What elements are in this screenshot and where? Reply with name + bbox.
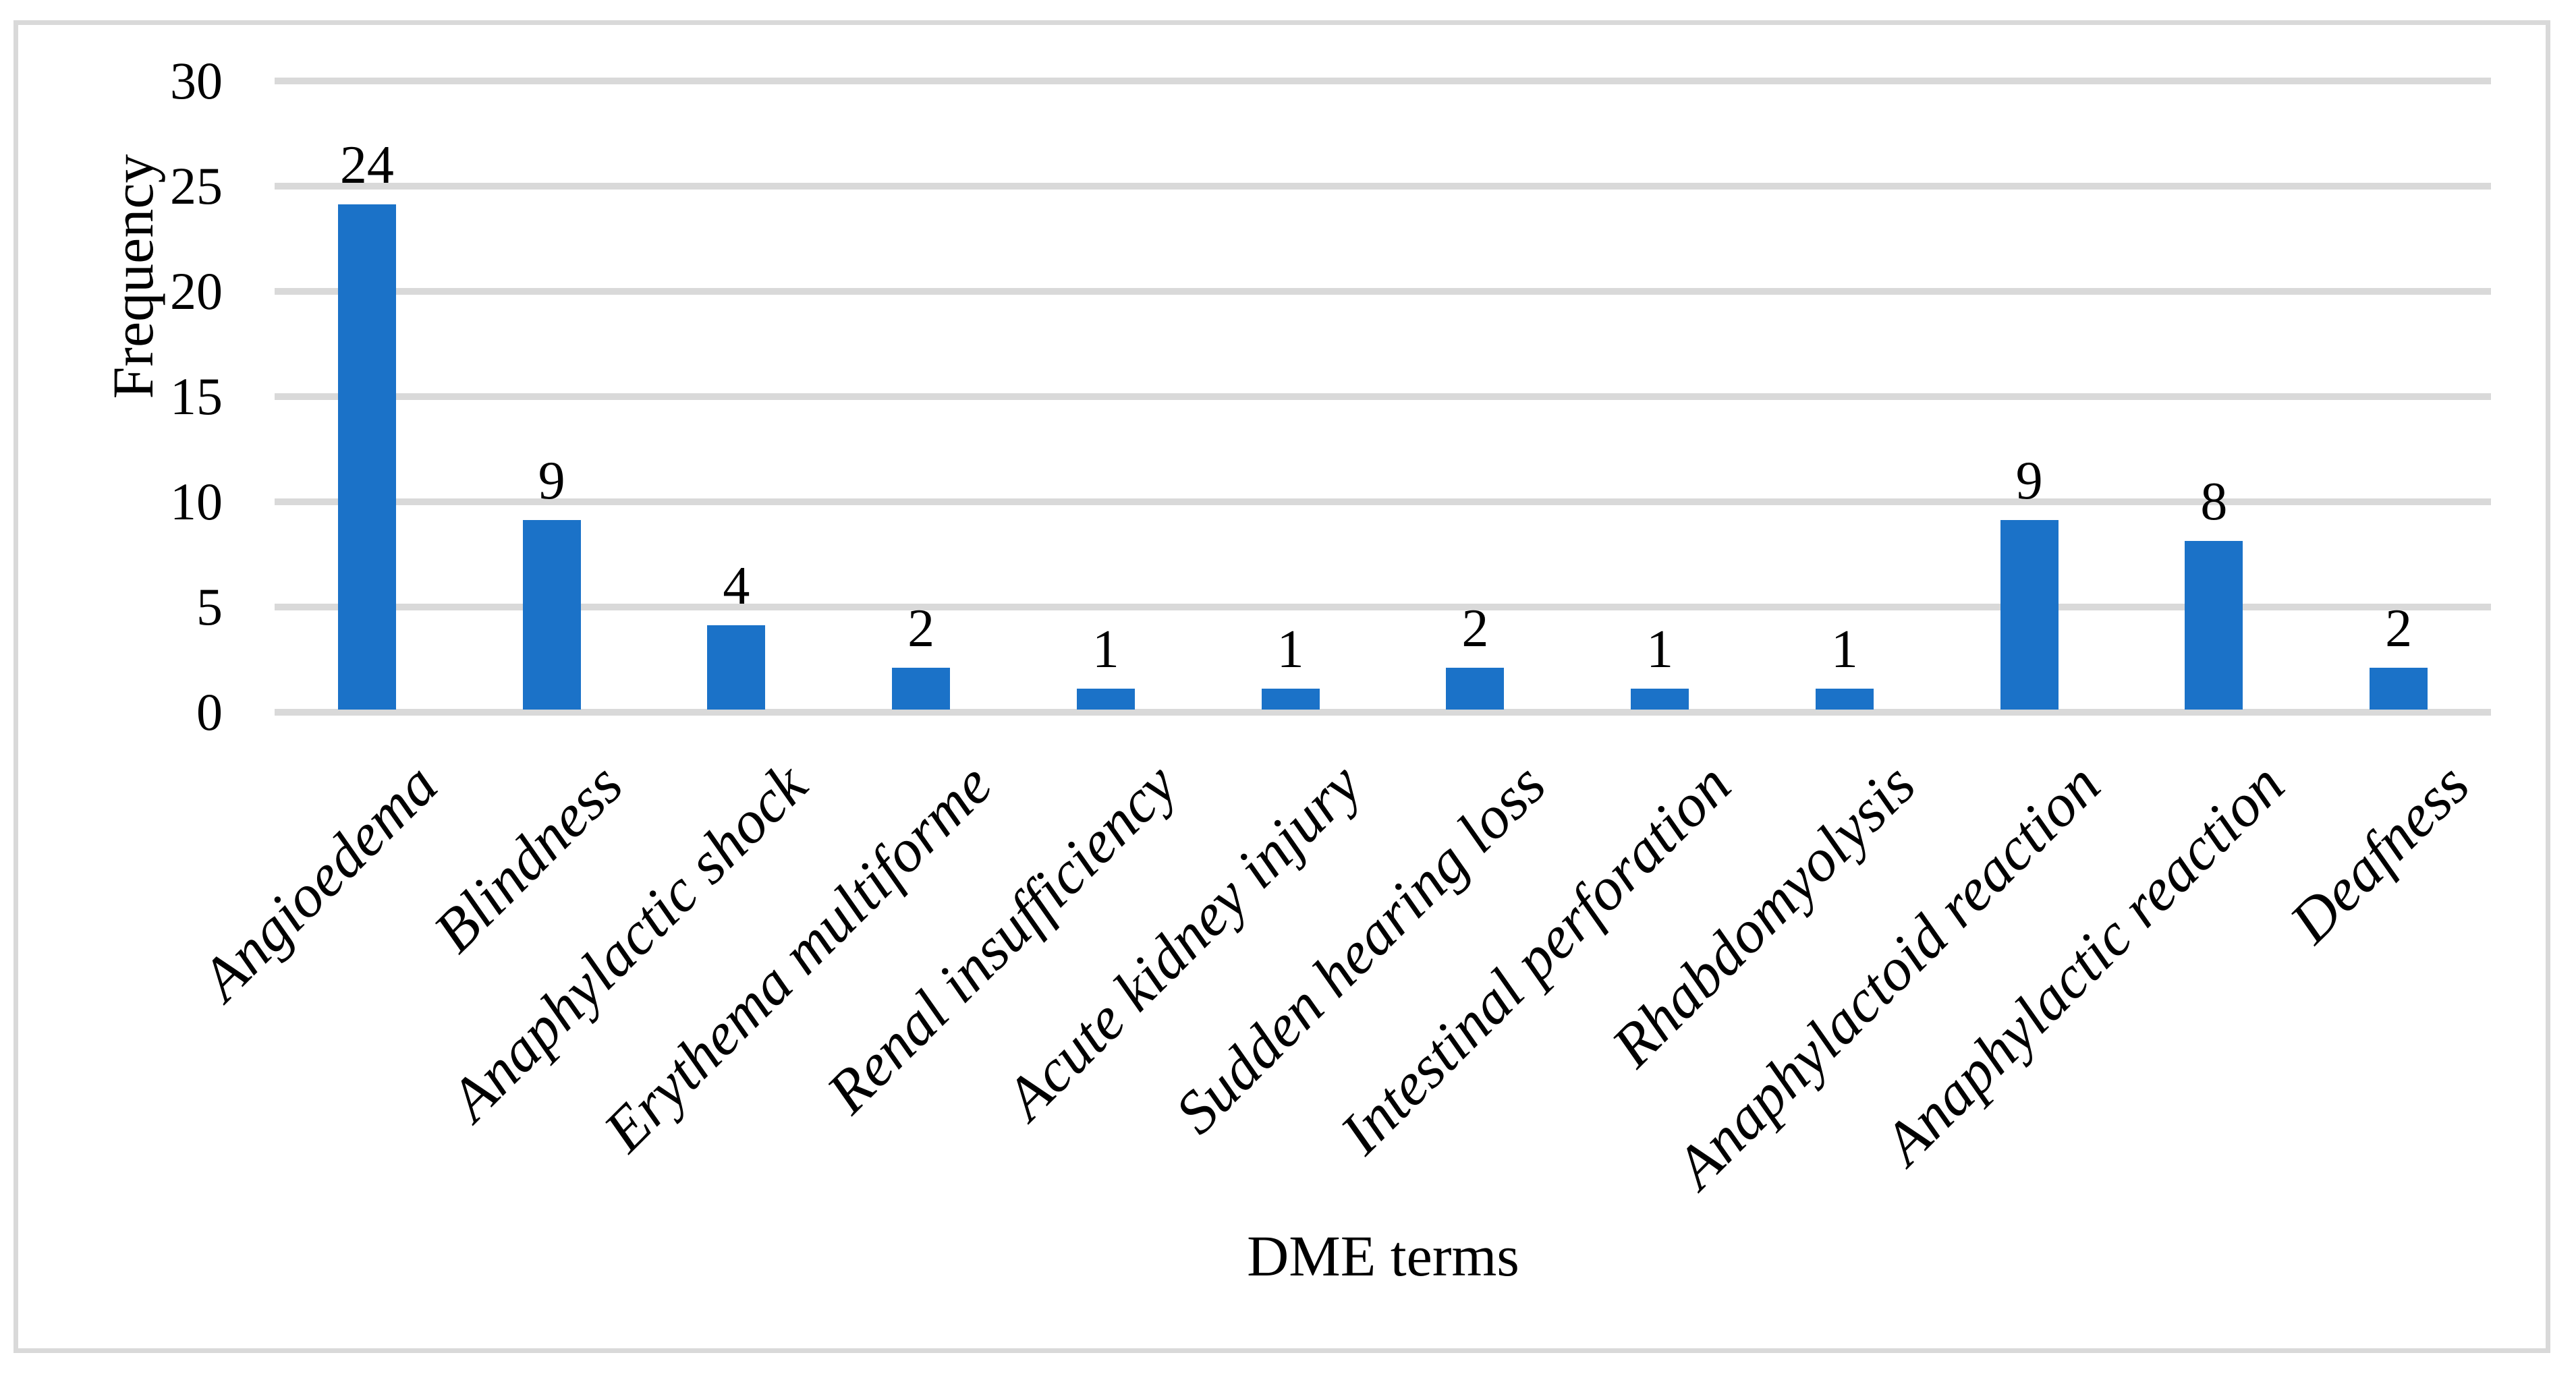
bar-value-label: 2 bbox=[2385, 598, 2413, 658]
bar bbox=[1446, 667, 1505, 710]
bar bbox=[1631, 688, 1689, 710]
bar-value-label: 1 bbox=[1277, 619, 1304, 679]
bar-value-label: 1 bbox=[1830, 619, 1858, 679]
bar bbox=[522, 520, 581, 710]
bar bbox=[2370, 667, 2428, 710]
y-axis-title: Frequency bbox=[101, 154, 165, 399]
bar-value-label: 9 bbox=[2015, 451, 2043, 511]
bar bbox=[892, 667, 951, 710]
bar-value-label: 2 bbox=[1461, 598, 1489, 658]
gridline bbox=[275, 78, 2491, 84]
bar-value-label: 1 bbox=[1646, 619, 1674, 679]
gridline bbox=[275, 498, 2491, 505]
y-tick-label: 5 bbox=[196, 577, 223, 636]
x-axis-title: DME terms bbox=[1247, 1224, 1519, 1288]
bar bbox=[1815, 688, 1874, 710]
bar-value-label: 2 bbox=[907, 598, 935, 658]
bar bbox=[1076, 688, 1135, 710]
bar-value-label: 8 bbox=[2200, 472, 2228, 532]
gridline bbox=[275, 393, 2491, 400]
y-tick-label: 0 bbox=[196, 683, 223, 741]
bar-value-label: 1 bbox=[1092, 619, 1119, 679]
gridline bbox=[275, 183, 2491, 190]
x-axis-line bbox=[275, 709, 2491, 716]
bar bbox=[707, 625, 766, 710]
y-tick-label: 15 bbox=[170, 367, 223, 426]
bar bbox=[337, 204, 396, 710]
gridline bbox=[275, 604, 2491, 610]
bar bbox=[1261, 688, 1320, 710]
bar-value-label: 9 bbox=[538, 451, 565, 511]
bar-value-label: 4 bbox=[723, 556, 750, 616]
gridline bbox=[275, 288, 2491, 295]
y-tick-label: 10 bbox=[170, 472, 223, 531]
bar bbox=[2000, 520, 2059, 710]
y-tick-label: 30 bbox=[170, 51, 223, 110]
y-tick-label: 25 bbox=[170, 156, 223, 215]
bar-value-label: 24 bbox=[339, 136, 394, 196]
chart-border-frame bbox=[13, 20, 2550, 1353]
y-tick-label: 20 bbox=[170, 262, 223, 320]
bar bbox=[2185, 541, 2243, 710]
